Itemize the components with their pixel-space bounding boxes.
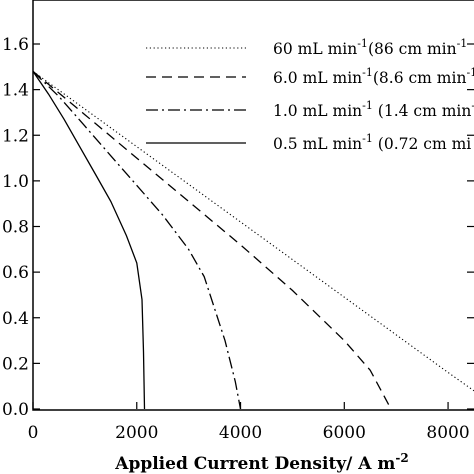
legend-label-exponent: -1 <box>362 66 373 79</box>
legend-label-3: 1.0 mL min-1 (1.4 cm min-1 <box>273 99 474 120</box>
x-tick-label: 4000 <box>219 423 262 443</box>
legend-label-rest: (86 cm min <box>368 40 457 58</box>
y-tick-label: 0.8 <box>2 218 29 238</box>
y-tick-label: 0.2 <box>2 354 29 374</box>
legend-label-exponent: -1 <box>362 132 373 145</box>
plot-frame <box>32 0 474 411</box>
x-tick-label: 6000 <box>323 423 366 443</box>
y-tick-label: 0.4 <box>2 309 29 329</box>
legend-label-exponent: -1 <box>362 99 373 112</box>
legend-label-4: 0.5 mL min-1 (0.72 cm mi <box>273 132 471 153</box>
x-axis-title-text: Applied Current Density/ A m <box>114 454 395 474</box>
legend-label-rest: (8.6 cm min <box>373 69 467 87</box>
x-tick-label: 2000 <box>115 423 158 443</box>
x-axis: 0 2000 4000 6000 8000 <box>28 402 470 443</box>
legend-label-exponent: -1 <box>357 37 368 50</box>
x-axis-title-exponent: -2 <box>395 451 408 465</box>
legend-label-text: 60 mL min <box>273 40 357 58</box>
series-line-4 <box>32 71 146 410</box>
y-tick-label: 0.6 <box>2 263 29 283</box>
legend-label-text: 1.0 mL min <box>273 102 362 120</box>
legend-label-rest-exponent: -1 <box>457 37 468 50</box>
series-line-3 <box>32 70 242 410</box>
series-lines <box>32 70 474 410</box>
legend-label-rest: (0.72 cm mi <box>373 135 471 153</box>
legend-label-2: 6.0 mL min-1(8.6 cm min-1 <box>273 66 474 87</box>
y-tick-label: 1.2 <box>2 126 29 146</box>
legend-label-rest-exponent: -1 <box>466 66 474 79</box>
legend-label-text: 0.5 mL min <box>273 135 362 153</box>
series-line-2 <box>32 70 392 410</box>
legend-label-text: 6.0 mL min <box>273 69 362 87</box>
y-tick-label: 1.4 <box>2 81 29 101</box>
legend: 60 mL min-1(86 cm min-16.0 mL min-1(8.6 … <box>146 37 474 153</box>
legend-label-rest-exponent: -1 <box>471 99 474 112</box>
legend-label-1: 60 mL min-1(86 cm min-1 <box>273 37 467 58</box>
legend-label-rest: (1.4 cm min <box>373 102 472 120</box>
y-tick-label: 1.6 <box>2 35 29 55</box>
y-tick-label: 0.0 <box>2 400 29 420</box>
series-line-1 <box>32 70 474 392</box>
x-tick-label: 8000 <box>426 423 469 443</box>
y-axis: 0.0 0.2 0.4 0.6 0.8 1.0 1.2 1.4 1.6 <box>2 35 474 420</box>
x-axis-title: Applied Current Density/ A m-2 <box>114 451 409 474</box>
y-tick-label: 1.0 <box>2 172 29 192</box>
x-tick-label: 0 <box>28 423 39 443</box>
